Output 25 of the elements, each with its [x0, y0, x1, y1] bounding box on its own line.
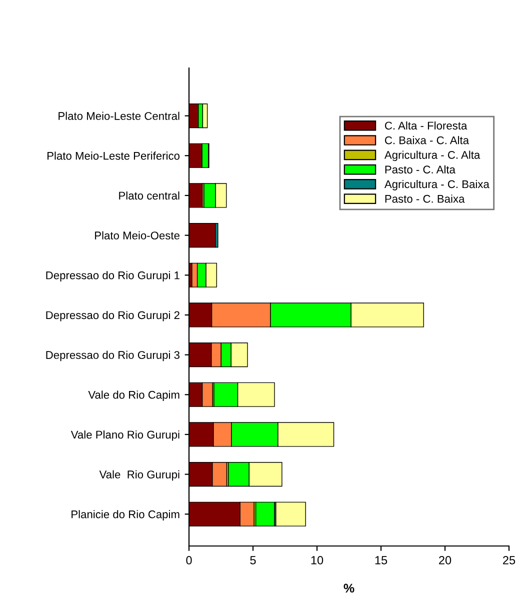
y-tick-label: Planicie do Rio Capim [72, 510, 180, 520]
legend-label: Pasto - C. Alta [385, 165, 456, 174]
legend-label: C. Baixa - C. Alta [384, 136, 470, 144]
x-axis-title: % [344, 584, 354, 593]
legend-label: Pasto - C. Baixa [385, 194, 465, 203]
y-tick-label: Vale Rio Gurupi [99, 470, 180, 481]
legend-label: Agricultura - C. Alta [384, 150, 480, 162]
y-tick-label: Plato Meio-Oeste [95, 231, 180, 240]
x-tick-label: 25 [503, 556, 516, 564]
y-tick-label: Plato central [119, 191, 180, 200]
y-tick-label: Vale do Rio Capim [88, 390, 180, 401]
x-tick-label: 15 [375, 556, 388, 564]
legend-label: Agricultura - C. Baixa [384, 180, 490, 190]
x-tick-label: 20 [439, 556, 452, 564]
x-tick-label: 0 [186, 556, 192, 564]
bar [202, 104, 208, 128]
x-tick-label: 10 [311, 556, 324, 564]
y-tick-label: Plato Meio-Leste Periferico [48, 152, 180, 160]
x-tick-label: 5 [250, 556, 256, 564]
legend-label: C. Alta - Floresta [384, 121, 468, 130]
y-tick-label: Depressao do Rio Gurupi 2 [46, 310, 180, 322]
y-tick-label: Vale Plano Rio Gurupi [70, 430, 180, 441]
y-tick-label: Depressao do Rio Gurupi 3 [46, 350, 180, 362]
y-tick-label: Depressao do Rio Gurupi 1 [46, 271, 180, 282]
y-tick-label: Plato Meio-Leste Central [58, 112, 180, 120]
